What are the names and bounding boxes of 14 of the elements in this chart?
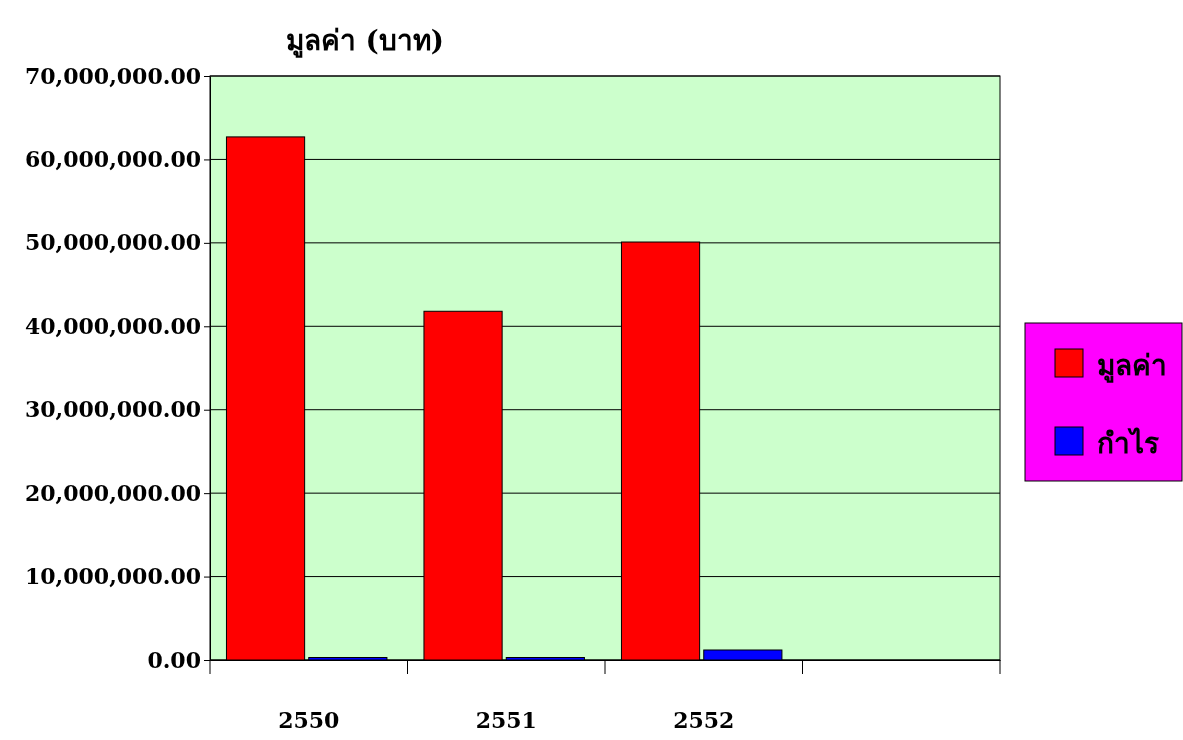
y-tick-label: 0.00 bbox=[147, 646, 201, 673]
x-tick-label: 2552 bbox=[673, 706, 735, 733]
x-tick-label: 2550 bbox=[278, 706, 340, 733]
y-tick-label: 70,000,000.00 bbox=[24, 62, 201, 89]
y-axis-title: มูลค่า (บาท) bbox=[285, 24, 445, 58]
y-tick-label: 20,000,000.00 bbox=[24, 479, 201, 506]
legend-label: มูลค่า bbox=[1097, 349, 1167, 383]
x-tick-label: 2551 bbox=[475, 706, 537, 733]
y-tick-label: 30,000,000.00 bbox=[24, 396, 201, 423]
y-tick-label: 50,000,000.00 bbox=[24, 229, 201, 256]
legend-label: กำไร bbox=[1097, 427, 1159, 460]
y-tick-label: 40,000,000.00 bbox=[24, 312, 201, 339]
y-tick-label: 10,000,000.00 bbox=[24, 563, 201, 590]
y-tick-label: 60,000,000.00 bbox=[24, 145, 201, 172]
